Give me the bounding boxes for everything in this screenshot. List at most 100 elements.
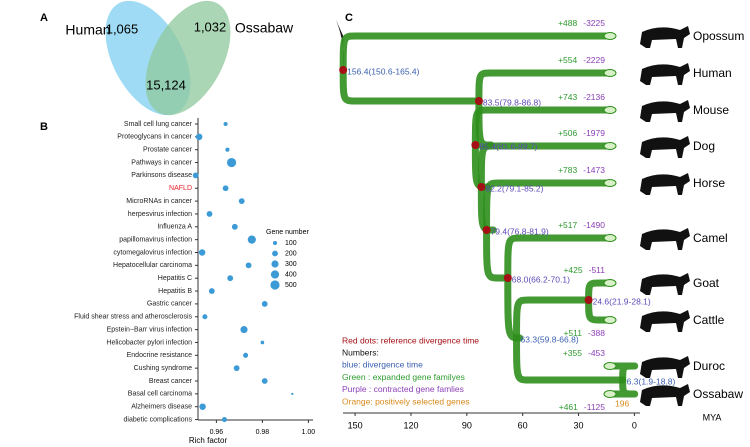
silhouette (640, 100, 690, 122)
legend-title: Gene number (266, 229, 309, 236)
category-label: Hepatitis C (158, 275, 192, 282)
legend-label: 200 (285, 250, 297, 257)
branch (513, 334, 627, 384)
silhouette (640, 384, 690, 406)
branch (471, 106, 614, 149)
legend-line: Purple : contracted gene famlies (342, 384, 464, 394)
silhouette (640, 228, 690, 250)
leaf-tip (603, 362, 617, 370)
x-tick-label: 60 (518, 420, 528, 430)
legend-label: 500 (285, 282, 297, 289)
x-tick-label: 1.00 (302, 429, 316, 436)
legend-dot (270, 280, 280, 290)
lost-count: -453 (588, 348, 605, 358)
category-label: Fluid shear stress and atherosclerosis (74, 314, 192, 321)
gained-count: +517 (558, 220, 577, 230)
lost-count: -2229 (583, 55, 605, 65)
reference-dot (339, 66, 348, 74)
x-tick-label: 90 (462, 420, 472, 430)
category-label: Pathways in cancer (131, 159, 192, 166)
count-label: 15,124 (146, 77, 186, 92)
lost-count: -1473 (583, 165, 605, 175)
category-label: herpesvirus infection (128, 211, 192, 218)
leaf-tip (603, 390, 617, 398)
branch (606, 362, 639, 384)
species-name: Ossabaw (693, 387, 743, 401)
dot (195, 133, 203, 141)
legend-dot (272, 240, 278, 246)
category-label: Gastric cancer (147, 301, 193, 308)
dot (222, 185, 229, 192)
x-tick-label: 150 (348, 420, 363, 430)
gained-count: +425 (563, 265, 582, 275)
dot (245, 262, 252, 269)
reference-dot (482, 226, 491, 234)
category-label: NAFLD (169, 185, 192, 192)
branch (483, 179, 614, 234)
species-name: Horse (693, 176, 725, 190)
dot (202, 314, 208, 320)
x-axis-label: MYA (703, 412, 722, 422)
silhouette (640, 273, 690, 295)
legend-line: Orange: positively selected genes (342, 396, 470, 406)
node-label: 6.3(1.9-18.8) (627, 376, 676, 386)
branch (585, 279, 614, 304)
lost-count: -388 (588, 328, 605, 338)
root-stem (336, 20, 344, 70)
gained-count: +461 (559, 402, 578, 412)
silhouette (640, 173, 690, 195)
branch (606, 376, 639, 398)
dot (226, 157, 237, 168)
gained-count: +554 (558, 55, 577, 65)
venn-set (145, 0, 231, 116)
dot (261, 300, 268, 307)
node-label: 24.6(21.9-28.1) (593, 296, 651, 306)
dot (260, 340, 265, 345)
reference-dot (471, 141, 480, 149)
node-label: 63.3(59.8-66.8) (521, 334, 579, 344)
gene-counts: +517 -1490 (558, 220, 605, 230)
dot (192, 172, 199, 179)
leaf-tip (603, 32, 617, 40)
category-label: Cushing syndrome (134, 365, 192, 372)
selected-count: 196 (615, 398, 629, 408)
dot (291, 392, 294, 395)
gene-counts: +488 -3225 (558, 18, 605, 28)
leaf-tip (603, 142, 617, 150)
gene-counts: +355 -453 (563, 348, 605, 358)
dot (221, 417, 227, 423)
legend-line: blue: divergence time (342, 360, 423, 370)
gene-counts: +511 -388 (563, 328, 605, 338)
dot (225, 147, 230, 152)
category-label: Epstein−Barr virus infection (107, 326, 193, 333)
species-name: Cattle (693, 313, 725, 327)
dot (198, 249, 206, 256)
category-label: Breast cancer (149, 378, 193, 385)
legend-label: 100 (285, 240, 297, 247)
species-name: Opossum (693, 29, 744, 43)
species-name: Goat (693, 276, 720, 290)
panel-letter: B (40, 121, 48, 133)
lost-count: -2136 (583, 92, 605, 102)
x-tick-label: 0.96 (210, 429, 224, 436)
category-label: Proteoglycans in cancer (117, 134, 192, 141)
gained-count: +511 (563, 328, 582, 338)
node-label: 85.4(81.6-89.7) (479, 141, 537, 151)
panel-letter: C (345, 12, 353, 24)
species-name: Mouse (693, 103, 729, 117)
lost-count: -511 (589, 265, 606, 275)
x-tick-label: 120 (403, 420, 418, 430)
silhouette (640, 310, 690, 332)
dot (247, 235, 256, 244)
category-label: Helicobacter pylori infection (106, 339, 192, 346)
legend-label: 400 (285, 271, 297, 278)
silhouette (640, 136, 690, 158)
reference-dot (477, 183, 486, 191)
node-label: 82.2(79.1-85.2) (485, 183, 543, 193)
leaf-tip (603, 106, 617, 114)
silhouette (640, 26, 690, 48)
silhouette (640, 356, 690, 378)
lost-count: -1490 (583, 220, 605, 230)
reference-dot (474, 97, 483, 105)
